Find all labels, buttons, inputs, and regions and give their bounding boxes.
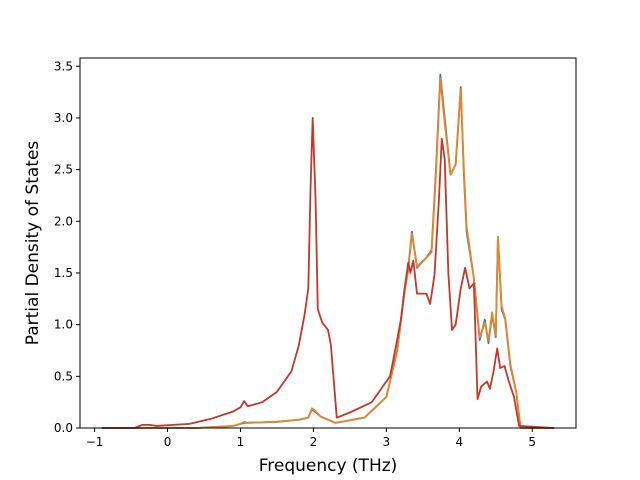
x-tick-label: −1: [86, 435, 104, 449]
series-line-1: [101, 73, 555, 429]
x-axis-label: Frequency (THz): [259, 456, 398, 476]
plot-frame: [79, 57, 577, 429]
y-tick-label: 1.5: [54, 266, 73, 280]
y-tick-label: 0.5: [54, 369, 73, 383]
y-tick-label: 2.5: [54, 163, 73, 177]
y-tick-label: 1.0: [54, 318, 73, 332]
y-tick-label: 2.0: [54, 214, 73, 228]
series-line-2: [101, 77, 555, 429]
y-tick-label: 3.5: [54, 59, 73, 73]
y-axis-label: Partial Density of States: [23, 141, 43, 346]
y-tick-label: 0.0: [54, 421, 73, 435]
y-tick-label: 3.0: [54, 111, 73, 125]
series-line-3: [101, 117, 555, 429]
x-tick-label: 3: [383, 435, 391, 449]
x-tick-label: 2: [310, 435, 318, 449]
x-tick-label: 4: [455, 435, 463, 449]
x-tick-label: 5: [528, 435, 536, 449]
plot-lines: [101, 73, 555, 429]
x-tick-label: 0: [164, 435, 172, 449]
y-axis-ticks: 0.0 0.5 1.0 1.5 2.0 2.5 3.0 3.5: [54, 59, 80, 435]
x-axis-ticks: −1 0 1 2 3 4 5: [86, 428, 536, 449]
x-tick-label: 1: [237, 435, 245, 449]
